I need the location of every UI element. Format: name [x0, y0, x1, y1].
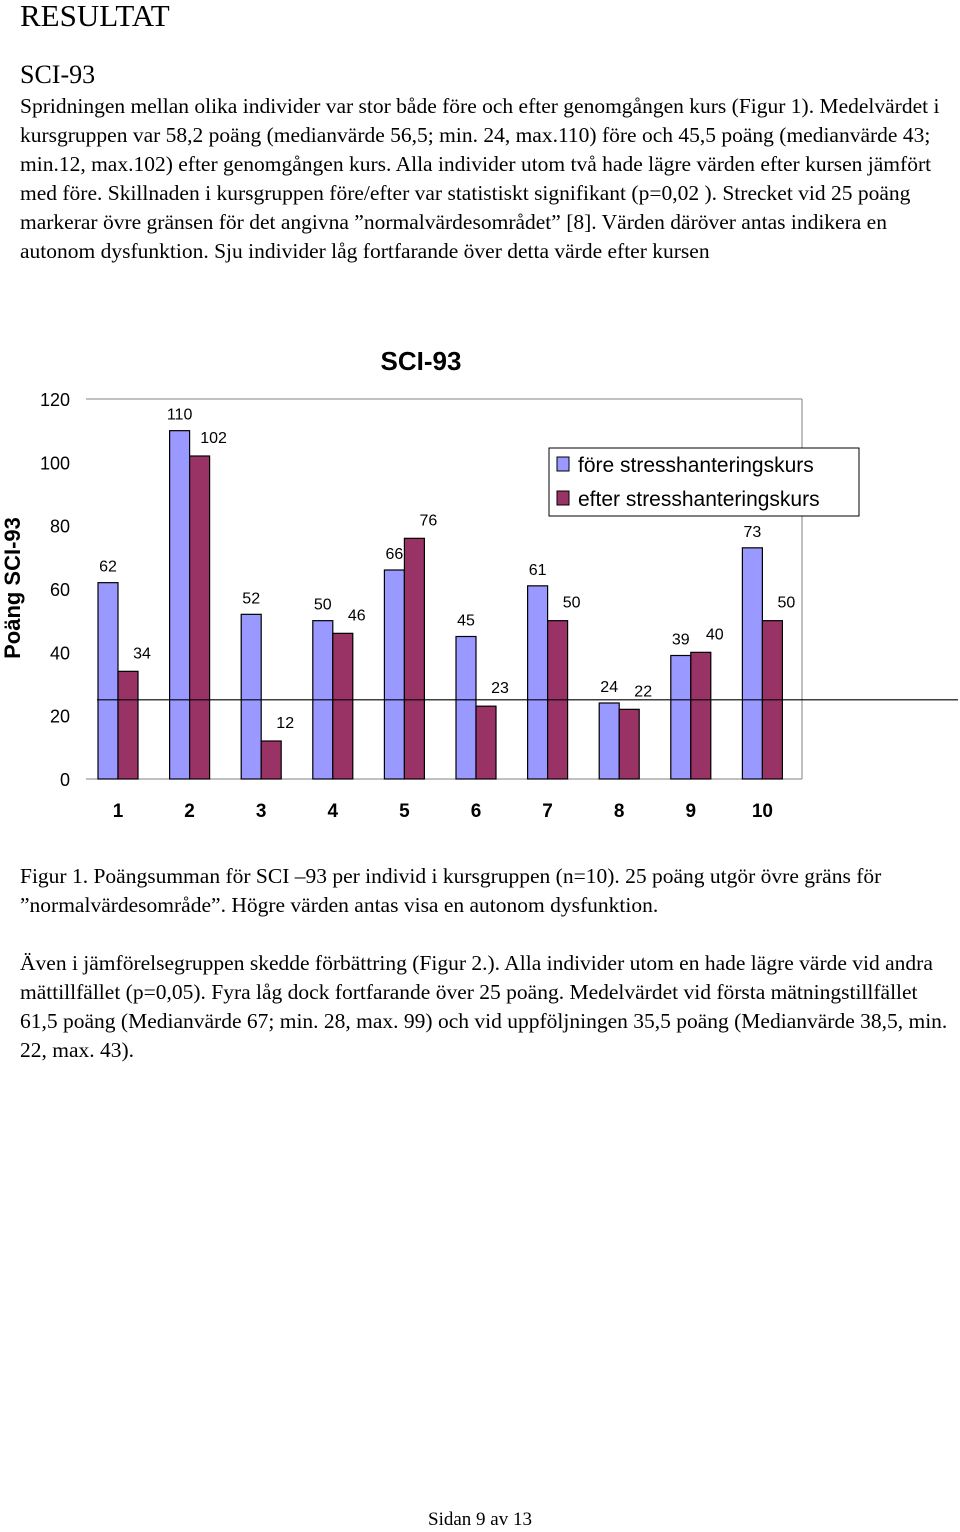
legend-label: efter stresshanteringskurs — [578, 488, 820, 511]
x-tick-label: 5 — [399, 801, 410, 822]
x-tick-label: 3 — [256, 801, 267, 822]
x-tick-label: 9 — [686, 801, 697, 822]
legend-swatch — [556, 456, 570, 472]
bar — [117, 670, 139, 780]
data-label: 62 — [99, 559, 117, 576]
bar — [260, 740, 282, 780]
figure-caption: Figur 1. Poängsumman för SCI –93 per ind… — [20, 864, 882, 917]
x-tick-label: 7 — [542, 801, 553, 822]
data-label: 40 — [706, 626, 724, 643]
data-label: 50 — [314, 597, 332, 614]
bar — [455, 635, 477, 780]
page-heading: RESULTAT — [20, 0, 170, 33]
x-tick-label: 2 — [184, 801, 195, 822]
legend-swatch — [556, 490, 570, 506]
data-label: 61 — [529, 562, 547, 579]
bar — [475, 705, 497, 780]
bar — [240, 613, 262, 780]
y-tick-label: 100 — [40, 453, 70, 473]
legend-label: före stresshanteringskurs — [578, 454, 814, 477]
legend-box — [548, 447, 860, 517]
bar — [97, 582, 119, 780]
bar — [169, 430, 191, 780]
comparison-paragraph: Även i jämförelsegruppen skedde förbättr… — [20, 951, 948, 1062]
data-label: 50 — [563, 595, 581, 612]
section-heading: SCI-93 — [20, 60, 96, 89]
y-tick-label: 20 — [50, 707, 70, 727]
bar — [741, 547, 764, 780]
bar — [526, 585, 549, 780]
data-label: 76 — [420, 512, 438, 529]
y-tick-label: 40 — [50, 643, 70, 663]
data-label: 23 — [491, 680, 509, 697]
x-tick-label: 6 — [471, 801, 482, 822]
x-tick-label: 1 — [113, 801, 124, 822]
data-label: 45 — [457, 613, 475, 630]
data-label: 39 — [672, 632, 690, 649]
x-tick-label: 8 — [614, 801, 625, 822]
data-label: 102 — [200, 430, 227, 447]
x-tick-label: 10 — [752, 801, 773, 822]
y-tick-label: 0 — [60, 770, 70, 790]
data-label: 52 — [242, 590, 260, 607]
data-label: 66 — [386, 546, 404, 563]
bar — [618, 708, 640, 780]
y-tick-label: 80 — [50, 517, 70, 537]
data-label: 50 — [778, 595, 796, 612]
data-label: 110 — [167, 407, 193, 424]
intro-paragraph: Spridningen mellan olika individer var s… — [20, 94, 940, 263]
chart-canvas: SCI-93 Poäng SCI-93 02040608010012062341… — [0, 346, 958, 822]
y-tick-label: 60 — [50, 580, 70, 600]
data-label: 46 — [348, 607, 366, 624]
bar — [670, 654, 692, 780]
bar — [690, 651, 712, 780]
data-label: 34 — [133, 645, 151, 662]
data-label: 22 — [634, 683, 652, 700]
x-tick-label: 4 — [328, 801, 339, 822]
chart-title: SCI-93 — [381, 346, 462, 376]
data-label: 12 — [276, 715, 294, 732]
bar — [383, 569, 405, 780]
sci93-bar-chart: SCI-93 Poäng SCI-93 0 20 40 60 80 100 120 62 34 1… — [0, 330, 960, 830]
y-tick-label: 120 — [40, 390, 70, 410]
data-label: 73 — [744, 524, 762, 541]
page-footer: Sidan 9 av 13 — [428, 1509, 532, 1530]
bar — [598, 702, 620, 780]
bar — [403, 537, 425, 780]
y-axis-label: Poäng SCI-93 — [0, 517, 25, 659]
data-label: 24 — [600, 679, 618, 696]
bar — [189, 455, 211, 780]
bar — [332, 632, 354, 780]
